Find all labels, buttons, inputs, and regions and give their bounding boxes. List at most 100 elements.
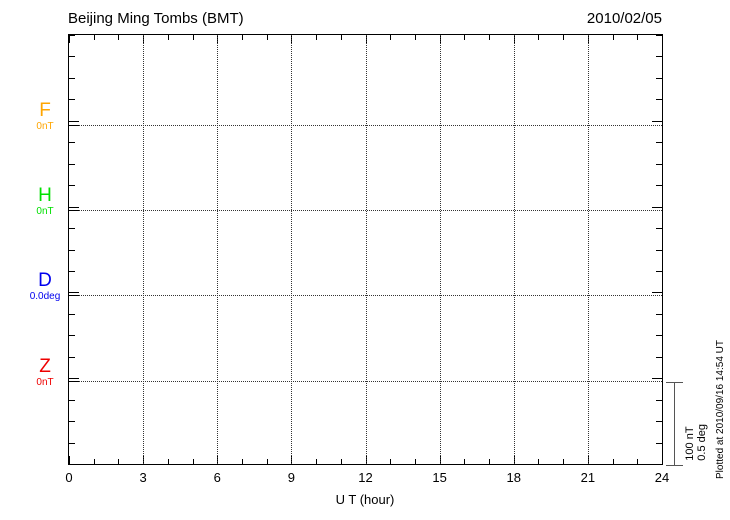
component-label-d: D 0.0deg bbox=[30, 271, 61, 303]
y-axis-tick-major bbox=[69, 295, 79, 297]
x-axis-tick bbox=[93, 459, 95, 464]
x-axis-tick bbox=[316, 459, 318, 464]
y-axis-tick-right bbox=[656, 335, 662, 337]
y-axis-tick-right bbox=[656, 313, 662, 315]
y-axis-tick bbox=[69, 292, 79, 294]
y-axis-tick-right bbox=[656, 185, 662, 187]
component-baseline-f: 0nT bbox=[36, 120, 54, 132]
vertical-gridline bbox=[439, 35, 441, 464]
plotted-at-timestamp: Plotted at 2010/09/16 14:54 UT bbox=[715, 340, 726, 479]
y-axis-tick-right bbox=[656, 56, 662, 58]
y-axis-tick bbox=[69, 228, 75, 230]
x-axis-tick-label: 12 bbox=[358, 470, 373, 485]
x-axis-tick-top bbox=[192, 35, 194, 40]
y-axis-tick-right bbox=[652, 206, 662, 208]
y-axis-tick-right bbox=[652, 378, 662, 380]
x-axis-tick-top bbox=[93, 35, 95, 40]
y-axis-tick bbox=[69, 378, 79, 380]
component-letter-h: H bbox=[38, 185, 52, 207]
component-label-f: F 0nT bbox=[36, 101, 53, 133]
vertical-gridline bbox=[365, 35, 367, 464]
chart-title: Beijing Ming Tombs (BMT) bbox=[68, 10, 244, 27]
scale-bar-cap-bottom bbox=[666, 465, 683, 466]
component-letter-d: D bbox=[38, 270, 52, 292]
x-axis-tick-label: 18 bbox=[506, 470, 521, 485]
vertical-gridline bbox=[217, 35, 219, 464]
x-axis-tick-label: 3 bbox=[139, 470, 147, 485]
scale-bar-label-nt: 100 nT bbox=[684, 426, 696, 461]
x-axis-tick-top bbox=[538, 35, 540, 40]
x-axis-tick bbox=[266, 459, 268, 464]
x-axis-tick-label: 24 bbox=[654, 470, 670, 485]
vertical-gridline bbox=[513, 35, 515, 464]
vertical-gridline bbox=[587, 35, 589, 464]
x-axis-tick bbox=[192, 459, 194, 464]
x-axis-tick bbox=[69, 456, 70, 464]
y-axis-tick bbox=[69, 399, 75, 401]
y-axis-tick-right bbox=[656, 356, 662, 358]
scale-bar-label-deg: 0.5 deg bbox=[696, 424, 708, 461]
y-axis-tick bbox=[69, 163, 75, 165]
baseline-gridline-d bbox=[69, 295, 662, 297]
x-axis-tick-top bbox=[563, 35, 565, 40]
y-axis-tick-right bbox=[656, 163, 662, 165]
x-axis-tick-top bbox=[241, 35, 243, 40]
y-axis-tick-major bbox=[69, 210, 79, 212]
plot-area bbox=[69, 35, 662, 464]
y-axis-tick bbox=[69, 335, 75, 337]
y-axis-tick-right bbox=[652, 120, 662, 122]
y-axis-tick-right bbox=[656, 421, 662, 423]
y-axis-tick bbox=[69, 185, 75, 187]
y-axis-tick-right bbox=[652, 292, 662, 294]
y-axis-tick-right bbox=[656, 77, 662, 79]
x-axis-tick bbox=[390, 459, 392, 464]
x-axis-tick bbox=[612, 459, 614, 464]
x-axis-tick bbox=[563, 459, 565, 464]
vertical-gridline bbox=[291, 35, 293, 464]
y-axis-tick-right bbox=[656, 270, 662, 272]
y-axis-tick bbox=[69, 249, 75, 251]
baseline-gridline-z bbox=[69, 381, 662, 383]
component-label-z: Z 0nT bbox=[36, 357, 53, 389]
component-baseline-z: 0nT bbox=[36, 377, 54, 389]
x-axis-tick-label: 0 bbox=[65, 470, 73, 485]
y-axis-tick bbox=[69, 442, 75, 444]
scale-bar-labels: 100 nT 0.5 deg bbox=[684, 424, 708, 461]
baseline-gridline-f bbox=[69, 124, 662, 126]
y-axis-tick-right bbox=[656, 142, 662, 144]
x-axis-tick-top bbox=[464, 35, 466, 40]
y-axis-tick bbox=[69, 313, 75, 315]
vertical-gridline bbox=[143, 35, 145, 464]
y-axis-tick bbox=[69, 206, 79, 208]
y-axis-tick-right bbox=[656, 399, 662, 401]
x-axis-tick bbox=[118, 459, 120, 464]
plot-frame bbox=[68, 34, 663, 465]
y-axis-tick bbox=[69, 77, 75, 79]
x-axis-tick bbox=[340, 459, 342, 464]
x-axis-tick-top bbox=[390, 35, 392, 40]
y-axis-tick bbox=[69, 142, 75, 144]
y-axis-tick-right bbox=[656, 249, 662, 251]
y-axis-tick-major bbox=[69, 124, 79, 126]
y-axis-tick bbox=[69, 35, 75, 36]
x-axis-tick bbox=[241, 459, 243, 464]
x-axis-tick-top bbox=[414, 35, 416, 40]
y-axis-tick-right bbox=[656, 99, 662, 101]
x-axis-tick bbox=[167, 459, 169, 464]
scale-bar: 100 nT 0.5 deg bbox=[666, 382, 708, 466]
x-axis-tick bbox=[489, 459, 491, 464]
x-axis-tick bbox=[414, 459, 416, 464]
y-axis-tick-right bbox=[656, 228, 662, 230]
x-axis-tick-label: 9 bbox=[287, 470, 295, 485]
y-axis-tick-right bbox=[656, 35, 662, 36]
y-axis-tick bbox=[69, 270, 75, 272]
y-axis-tick-right bbox=[656, 442, 662, 444]
y-axis-tick-major bbox=[69, 381, 79, 383]
component-letter-z: Z bbox=[39, 356, 51, 378]
baseline-gridline-h bbox=[69, 210, 662, 212]
x-axis-tick-top bbox=[118, 35, 120, 40]
y-axis-tick bbox=[69, 120, 79, 122]
x-axis-tick-top bbox=[637, 35, 639, 40]
chart-date: 2010/02/05 bbox=[586, 10, 662, 27]
